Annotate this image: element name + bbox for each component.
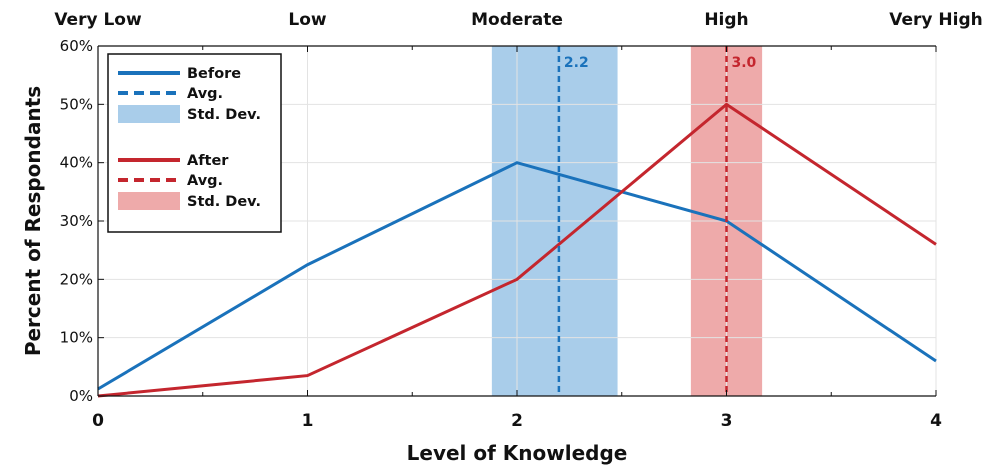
y-axis-title: Percent of Respondants (21, 86, 45, 356)
top-category-label: High (704, 10, 748, 30)
y-tick-label: 30% (60, 212, 93, 230)
x-tick-label: 0 (92, 411, 104, 431)
y-tick-label: 50% (60, 95, 93, 113)
top-category-label: Very High (889, 10, 982, 30)
y-tick-label: 0% (69, 387, 93, 405)
x-tick-label: 3 (721, 411, 733, 431)
legend: Before Avg. Std. Dev. After Avg. Std. Dev. (108, 54, 281, 232)
top-category-label: Very Low (54, 10, 142, 30)
x-tick-label: 4 (930, 411, 942, 431)
y-tick-label: 10% (60, 329, 93, 347)
avg-label-after: 3.0 (732, 55, 757, 71)
top-category-label: Low (288, 10, 327, 30)
legend-label-series: After (187, 153, 229, 169)
avg-label-before: 2.2 (564, 55, 589, 71)
legend-label-std: Std. Dev. (187, 107, 261, 123)
legend-swatch-band (118, 192, 180, 210)
legend-label-avg: Avg. (187, 86, 223, 102)
y-tick-label: 40% (60, 154, 93, 172)
x-tick-label: 1 (302, 411, 314, 431)
y-tick-label: 20% (60, 270, 93, 288)
top-category-label: Moderate (471, 10, 563, 30)
legend-label-std: Std. Dev. (187, 194, 261, 210)
legend-label-avg: Avg. (187, 173, 223, 189)
y-tick-label: 60% (60, 37, 93, 55)
x-tick-label: 2 (511, 411, 523, 431)
top-category-labels: Very Low Low Moderate High Very High (54, 10, 982, 30)
legend-swatch-band (118, 105, 180, 123)
x-axis-title: Level of Knowledge (407, 441, 628, 465)
legend-label-series: Before (187, 66, 241, 82)
